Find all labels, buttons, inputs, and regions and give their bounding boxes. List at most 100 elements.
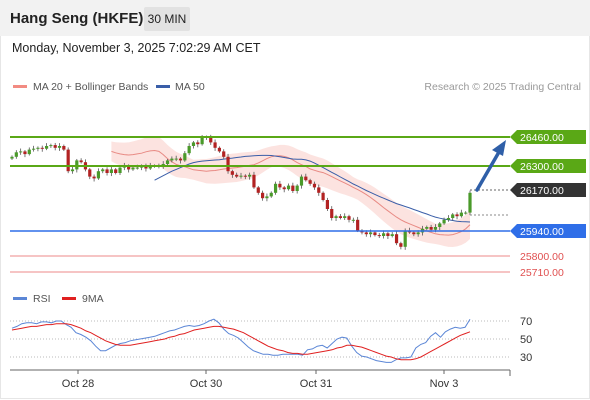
candle-body	[403, 230, 407, 247]
candle-body	[161, 164, 165, 166]
ma9-legend-label: 9MA	[82, 293, 104, 305]
bollinger-band-fill	[111, 136, 471, 248]
candle-body	[148, 165, 152, 169]
candle-body	[135, 167, 139, 169]
candle-body	[96, 171, 101, 179]
candle-body	[291, 185, 295, 191]
candle-body	[248, 174, 252, 177]
candle-body	[27, 149, 31, 155]
candle-body	[312, 183, 317, 188]
candle-body	[53, 145, 57, 148]
chart-datetime: Monday, November 3, 2025 7:02:29 AM CET	[12, 41, 261, 55]
candle-body	[265, 196, 269, 199]
candle-body	[269, 192, 273, 197]
candle-body	[191, 142, 196, 146]
candle-body	[325, 200, 330, 209]
instrument-title: Hang Seng (HKFE)	[10, 10, 144, 27]
candle-body	[235, 174, 239, 177]
candle-body	[127, 165, 131, 170]
candle-body	[226, 156, 230, 172]
candle-body	[282, 187, 286, 190]
candle-body	[252, 174, 256, 188]
candle-body	[239, 175, 243, 177]
bb-legend-swatch	[13, 85, 27, 88]
candle-body	[429, 227, 433, 230]
candle-body	[286, 185, 291, 190]
ma50-line	[154, 154, 471, 223]
candle-body	[49, 145, 53, 147]
candle-body	[217, 147, 221, 152]
candle-body	[19, 151, 23, 153]
candle-body	[200, 137, 204, 145]
candle-body	[114, 169, 118, 173]
candle-body	[196, 142, 200, 145]
candle-body	[390, 234, 394, 236]
candle-body	[66, 149, 70, 172]
bb-legend-label: MA 20 + Bollinger Bands	[33, 81, 148, 93]
timeframe-button[interactable]: 30 MIN	[144, 7, 190, 31]
candle-body	[40, 147, 44, 149]
candle-body	[347, 216, 351, 220]
bollinger-band-area	[111, 136, 471, 248]
candle-body	[187, 146, 191, 154]
candle-body	[364, 232, 368, 235]
candle-body	[131, 167, 135, 170]
candle-body	[317, 187, 321, 193]
r1-value: 26300.00	[520, 161, 564, 173]
rsi-tick-70: 70	[520, 316, 532, 328]
x-label-oct31: Oct 31	[300, 378, 332, 390]
candle-body	[230, 171, 234, 175]
candle-body	[10, 156, 14, 159]
candle-body	[373, 232, 377, 236]
last-price-value: 26170.00	[520, 185, 564, 197]
rsi-legend-label: RSI	[33, 293, 51, 305]
rsi-line	[11, 318, 471, 363]
candle-body	[92, 176, 96, 179]
ma50-legend-label: MA 50	[175, 81, 205, 93]
candle-body	[105, 169, 109, 173]
candle-body	[256, 187, 260, 193]
candle-body	[377, 235, 381, 237]
candle-body	[174, 158, 178, 160]
candle-body	[222, 151, 226, 157]
candle-body	[381, 233, 386, 236]
candle-body	[369, 232, 373, 235]
candle-body	[330, 209, 334, 218]
rsi-legend-swatch	[13, 297, 27, 300]
candle-body	[109, 169, 113, 173]
s2-value: 25710.00	[520, 267, 564, 279]
pivot-value: 25940.00	[520, 226, 564, 238]
candle-body	[70, 169, 75, 172]
research-credit: Research © 2025 Trading Central	[424, 81, 581, 93]
candle-body	[446, 218, 450, 220]
candle-body	[412, 232, 416, 235]
candle-body	[88, 169, 92, 177]
candle-body	[23, 151, 27, 155]
r2-tag: 26460.00	[510, 130, 586, 144]
rsi-tick-30: 30	[520, 352, 532, 364]
candle-body	[321, 192, 325, 200]
candle-body	[299, 176, 304, 186]
candle-body	[442, 219, 446, 224]
candle-body	[459, 212, 463, 217]
rsi-ma9-line	[11, 323, 471, 361]
ma9-legend-swatch	[62, 297, 76, 300]
candle-body	[243, 175, 247, 177]
candle-body	[295, 185, 299, 191]
candle-body	[451, 214, 455, 218]
candle-body	[455, 214, 459, 217]
candle-body	[399, 243, 403, 247]
candle-body	[278, 183, 282, 188]
x-label-oct28: Oct 28	[62, 378, 94, 390]
rsi-lines	[11, 318, 471, 363]
candle-body	[57, 146, 62, 148]
rsi-tick-50: 50	[520, 334, 532, 346]
candle-body	[386, 233, 390, 236]
candle-body	[62, 146, 66, 150]
candle-body	[32, 148, 36, 150]
candle-body	[308, 180, 312, 184]
chart-header: Hang Seng (HKFE) 30 MIN	[0, 0, 590, 36]
candle-body	[36, 147, 40, 149]
candle-body	[468, 192, 472, 213]
candle-body	[165, 160, 170, 164]
